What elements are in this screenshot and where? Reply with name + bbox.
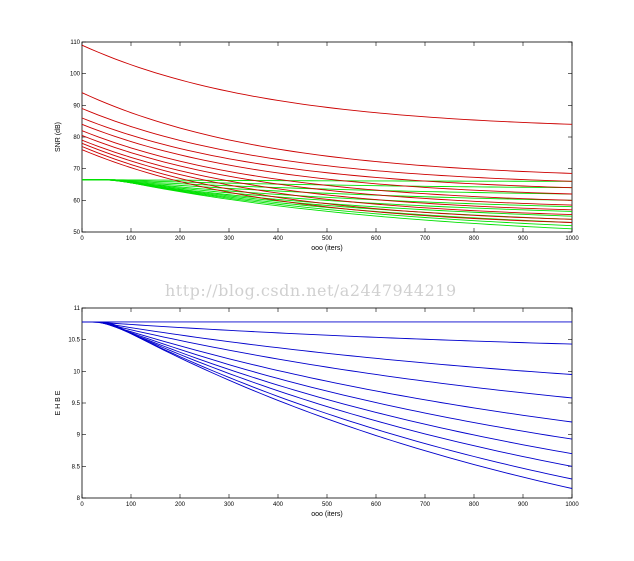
y-tick-label: 90 (73, 103, 80, 109)
red-series-line (81, 142, 573, 216)
green-series-line (82, 179, 573, 230)
x-axis-label: ooo (iters) (311, 245, 343, 252)
y-tick-label: 70 (73, 167, 80, 173)
snr-plot: 0 100 200 300 400 500 600 700 800 900 1000 50 60 70 80… (55, 40, 579, 252)
blue-series-line (82, 321, 573, 455)
y-tick-label: 9.5 (72, 401, 81, 407)
x-tick-label: 600 (371, 502, 382, 508)
blue-series-line (82, 321, 573, 489)
green-series-line (82, 179, 573, 212)
x-axis-label: ooo (iters) (311, 511, 343, 518)
red-series-line (81, 149, 573, 223)
red-series-line (81, 135, 573, 206)
x-tick-label: 800 (469, 502, 480, 508)
x-tick-label: 400 (273, 502, 284, 508)
ehbe-plot: 0 100 200 300 400 500 600 700 800 900 1000 8 8.5 9 9.5… (55, 306, 579, 518)
y-tick-label: 50 (73, 230, 80, 236)
blue-series-line (82, 321, 573, 399)
green-series-line (82, 179, 573, 201)
blue-series-line (82, 321, 573, 467)
y-tick-label: 9 (77, 433, 81, 439)
y-tick-label: 100 (70, 72, 81, 78)
x-tick-label: 0 (80, 502, 84, 508)
red-series-line (81, 130, 573, 201)
y-axis-label: SNR (dB) (55, 122, 62, 152)
y-tick-label: 110 (70, 40, 80, 46)
x-tick-label: 400 (273, 236, 284, 242)
x-tick-label: 200 (175, 236, 186, 242)
x-tick-label: 1000 (565, 236, 579, 242)
watermark-text: http://blog.csdn.net/a2447944219 (165, 281, 457, 300)
x-tick-label: 900 (518, 502, 529, 508)
red-series-line (81, 92, 573, 174)
y-axis-label: E H B E (55, 390, 62, 415)
green-series-line (82, 179, 573, 195)
y-tick-label: 10.5 (68, 338, 80, 344)
blue-series-line (82, 321, 573, 345)
blue-series-line (82, 321, 573, 440)
red-series-line (81, 139, 573, 211)
x-tick-label: 300 (224, 236, 235, 242)
x-tick-label: 600 (371, 236, 382, 242)
green-series-line (82, 179, 573, 208)
x-tick-label: 100 (126, 502, 137, 508)
x-tick-label: 100 (126, 236, 137, 242)
red-series-line (81, 108, 573, 182)
x-tick-label: 500 (322, 502, 333, 508)
blue-series-line (82, 321, 573, 480)
x-tick-label: 900 (518, 236, 529, 242)
green-series-line (82, 179, 573, 182)
y-tick-label: 11 (74, 306, 81, 312)
x-tick-label: 800 (469, 236, 480, 242)
y-tick-label: 80 (73, 135, 80, 141)
red-series-line (81, 146, 573, 220)
x-tick-label: 700 (420, 502, 431, 508)
y-tick-label: 8 (77, 496, 81, 502)
x-tick-label: 1000 (565, 502, 579, 508)
red-series-line (81, 44, 573, 125)
x-tick-label: 200 (175, 502, 186, 508)
red-series-line (81, 123, 573, 195)
y-tick-label: 8.5 (72, 464, 81, 470)
y-tick-label: 10 (73, 369, 80, 375)
x-tick-label: 0 (80, 236, 84, 242)
x-tick-label: 300 (224, 502, 235, 508)
x-tick-label: 700 (420, 236, 431, 242)
blue-series-line (82, 321, 573, 375)
plot-frame (81, 307, 573, 499)
x-tick-label: 500 (322, 236, 333, 242)
red-series-line (81, 117, 573, 189)
y-tick-label: 60 (73, 198, 80, 204)
blue-series-line (82, 321, 573, 423)
